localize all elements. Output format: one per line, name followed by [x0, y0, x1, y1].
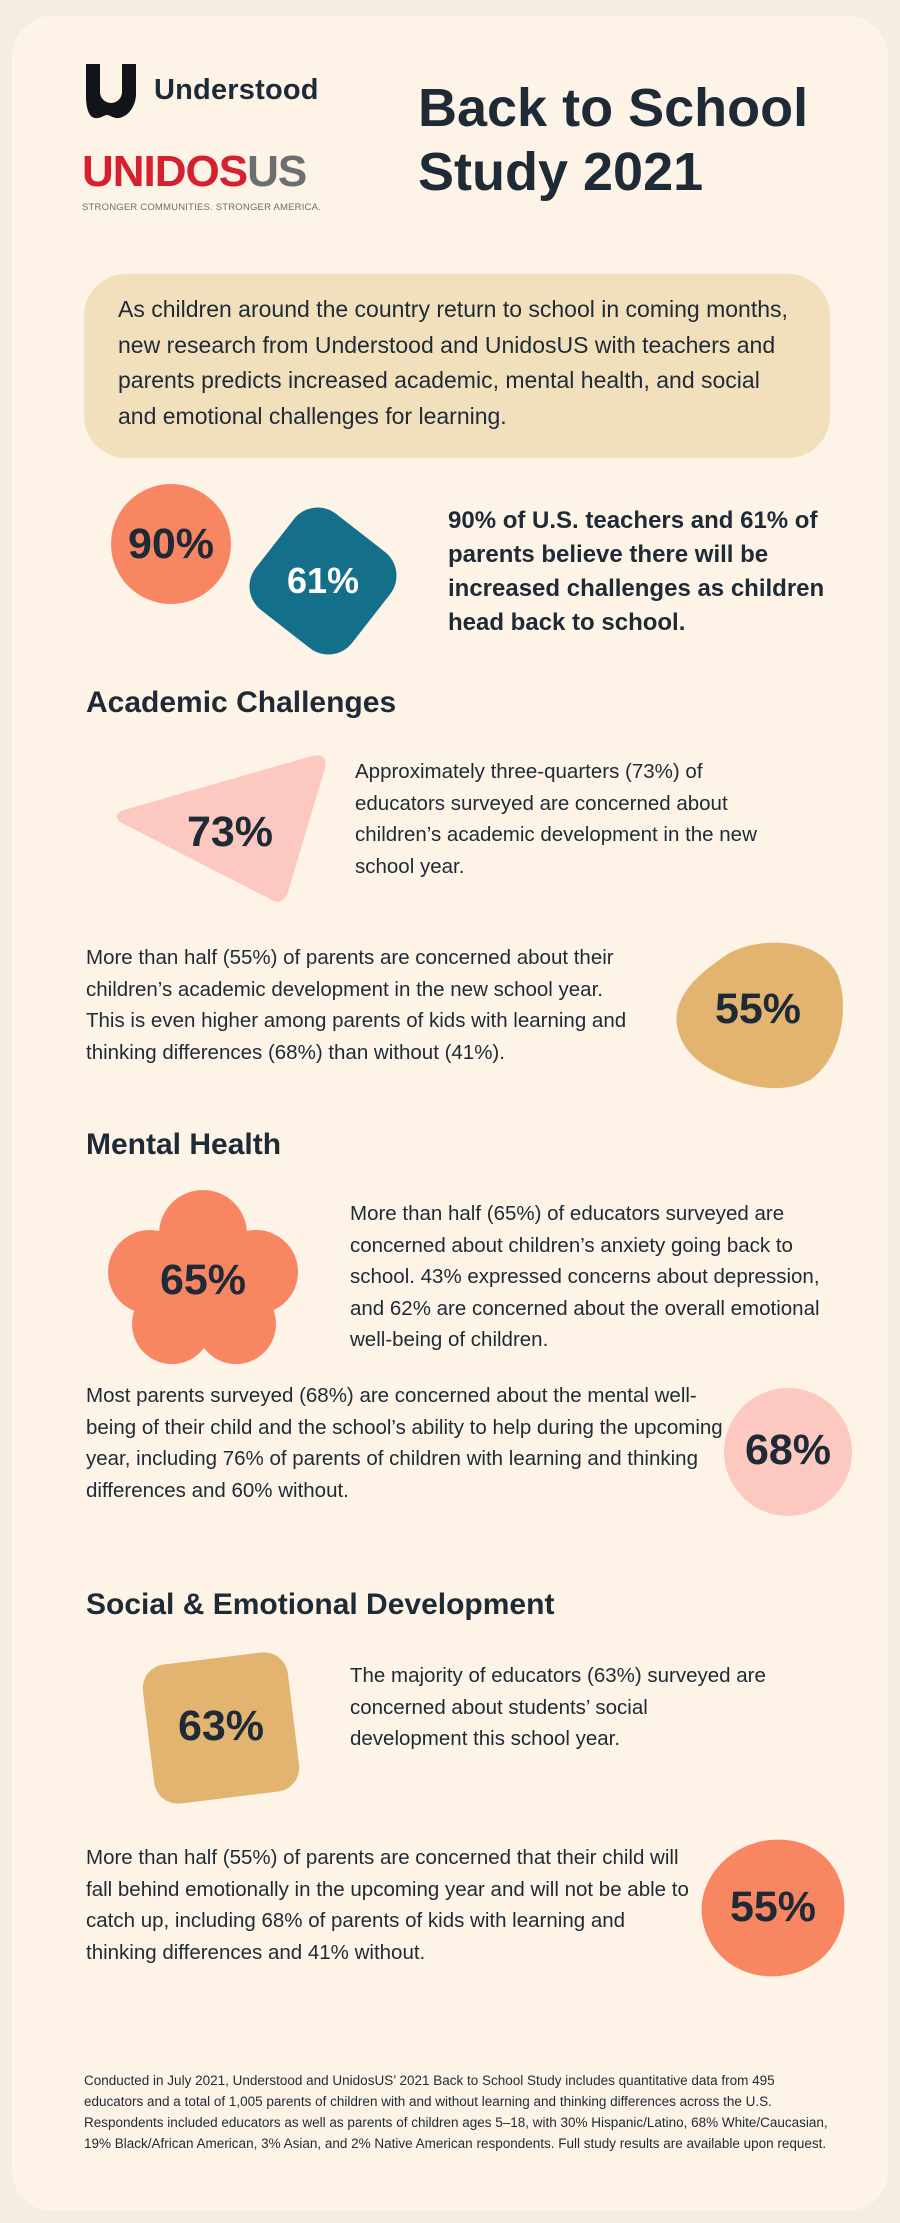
us-text: US [247, 147, 307, 196]
mental-parents-text: Most parents surveyed (68%) are concerne… [86, 1384, 723, 1502]
stat-label-65: 65% [159, 1256, 247, 1304]
stat-circle-90 [111, 484, 231, 604]
stat-label-90: 90% [127, 520, 215, 568]
social-parents-text: More than half (55%) of parents are conc… [86, 1846, 689, 1964]
intro-box: As children around the country return to… [84, 274, 830, 458]
social-educators-text: The majority of educators (63%) surveyed… [350, 1664, 766, 1750]
understood-logo: Understood [82, 60, 319, 120]
section-heading-mental: Mental Health [86, 1128, 282, 1161]
stat-label-61: 61% [286, 560, 360, 601]
title-line-2: Study 2021 [418, 142, 704, 202]
stat-circle-68 [724, 1388, 852, 1516]
headline-text: 90% of U.S. teachers and 61% of parents … [448, 507, 825, 636]
section-heading-social: Social & Emotional Development [86, 1588, 555, 1621]
academic-parents-text: More than half (55%) of parents are conc… [86, 946, 627, 1064]
understood-logo-icon [86, 64, 136, 119]
stat-label-73: 73% [186, 808, 274, 856]
mental-educators-text: More than half (65%) of educators survey… [350, 1202, 820, 1351]
unidosus-logo: UNIDOSUS STRONGER COMMUNITIES. STRONGER … [82, 150, 321, 214]
academic-educators-text: Approximately three-quarters (73%) of ed… [355, 760, 757, 878]
unidos-text: UNIDOS [82, 147, 248, 196]
stat-label-55-academic: 55% [714, 985, 802, 1033]
stat-label-63: 63% [177, 1702, 265, 1750]
understood-wordmark: Understood [154, 73, 319, 106]
unidosus-wordmark: UNIDOSUS [82, 150, 321, 194]
stat-label-55-social: 55% [729, 1883, 817, 1931]
stat-blob-55-academic [676, 942, 843, 1088]
stat-blob-55-social [701, 1839, 845, 1977]
stat-flower-65 [108, 1190, 298, 1364]
unidosus-tagline: STRONGER COMMUNITIES. STRONGER AMERICA. [82, 202, 321, 213]
stat-triangle-73 [116, 755, 326, 902]
stat-label-68: 68% [744, 1426, 832, 1474]
methodology-footnote: Conducted in July 2021, Understood and U… [84, 2073, 828, 2151]
page-title: Back to School Study 2021 [418, 76, 838, 204]
title-line-1: Back to School [418, 78, 809, 138]
section-heading-academic: Academic Challenges [86, 686, 397, 719]
